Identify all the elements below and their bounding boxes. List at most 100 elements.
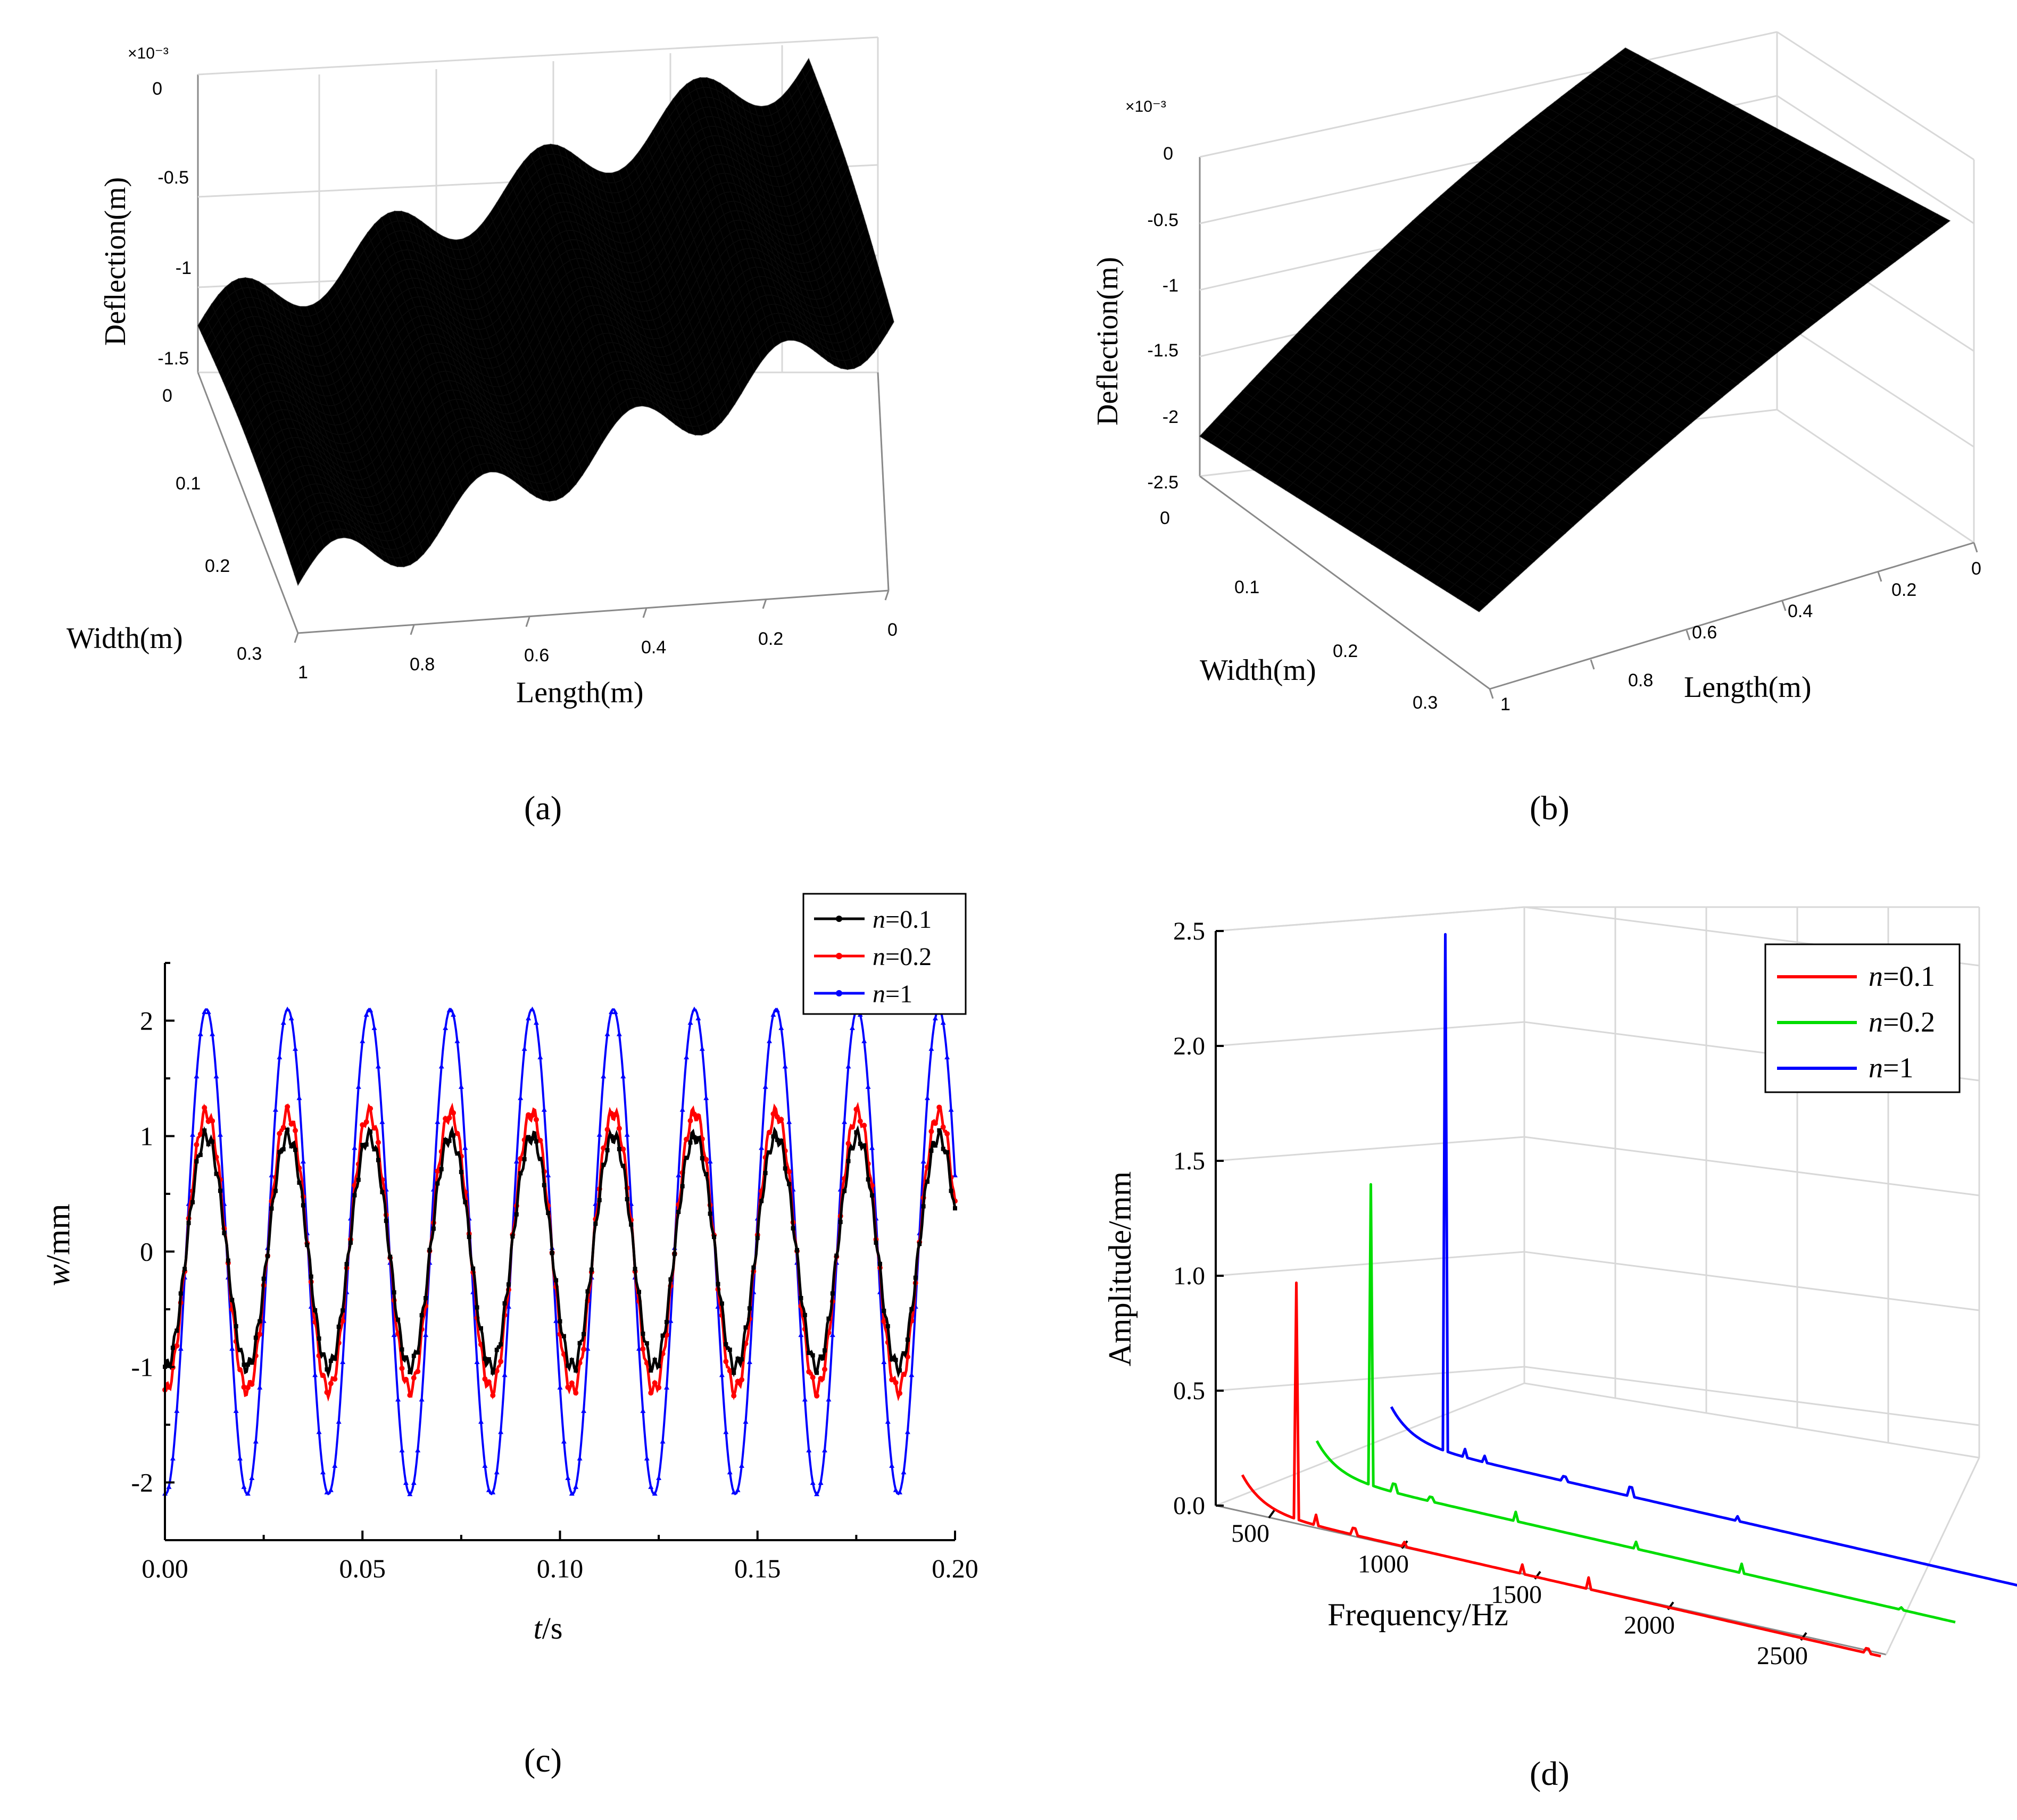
marker-triangle	[925, 1095, 931, 1100]
panel-b-ytick: 0	[1160, 508, 1170, 528]
marker-square	[273, 1189, 278, 1193]
marker-square	[657, 1364, 661, 1368]
marker-diamond	[849, 1124, 855, 1130]
panel-a-zlabel: Deflection(m)	[99, 177, 132, 346]
marker-triangle	[774, 1007, 780, 1012]
marker-diamond	[573, 1390, 579, 1396]
marker-diamond	[537, 1137, 543, 1143]
marker-triangle	[217, 1132, 223, 1137]
panel-a-ytick: 0.3	[237, 644, 262, 664]
marker-square	[652, 1358, 657, 1362]
panel-d-xtick: 2000	[1624, 1611, 1675, 1640]
panel-d-ytick: 2.5	[1173, 917, 1205, 945]
marker-triangle	[233, 1408, 239, 1413]
marker-square	[909, 1307, 914, 1311]
legend-c-n1-val: =1	[885, 980, 912, 1008]
marker-triangle	[849, 1025, 855, 1030]
marker-square	[447, 1138, 452, 1143]
marker-square	[285, 1127, 290, 1132]
panel-a-ztick: 0	[152, 79, 162, 99]
marker-triangle	[818, 1480, 824, 1485]
panel-d-xtick: 1000	[1358, 1550, 1409, 1578]
marker-triangle	[640, 1408, 646, 1413]
marker-square	[530, 1136, 535, 1141]
marker-square	[167, 1362, 171, 1367]
marker-diamond	[901, 1372, 907, 1377]
marker-square	[949, 1189, 953, 1193]
marker-triangle	[446, 1007, 452, 1012]
marker-triangle	[636, 1345, 642, 1351]
marker-diamond	[332, 1376, 338, 1382]
panel-a-ztick: -0.5	[157, 168, 189, 188]
marker-triangle	[435, 1119, 441, 1124]
marker-square	[846, 1159, 851, 1164]
legend-c-n1-var: n	[873, 980, 885, 1008]
panel-a-ylabel: Width(m)	[67, 622, 183, 655]
marker-triangle	[320, 1469, 326, 1475]
marker-triangle	[486, 1487, 492, 1492]
marker-diamond	[936, 1104, 942, 1110]
marker-triangle	[166, 1484, 172, 1489]
marker-triangle	[865, 1084, 871, 1089]
marker-triangle	[565, 1475, 571, 1481]
marker-square	[929, 1148, 934, 1153]
marker-triangle	[743, 1419, 749, 1424]
marker-square	[416, 1350, 420, 1355]
marker-triangle	[403, 1480, 409, 1485]
panel-d-xticklabels: 500 1000 1500 2000 2500	[1231, 1519, 1808, 1670]
grid-line	[1524, 1136, 1980, 1196]
marker-square	[305, 1243, 310, 1248]
legend-c-n02: n=0.2	[873, 943, 932, 971]
marker-triangle	[676, 1173, 682, 1178]
marker-diamond	[403, 1376, 409, 1382]
marker-triangle	[684, 1054, 690, 1060]
panel-c-ytick: 1	[140, 1121, 153, 1151]
panel-b-xtick: 0.6	[1692, 622, 1717, 643]
marker-square	[396, 1317, 401, 1322]
marker-triangle	[759, 1145, 765, 1150]
box-line	[1489, 542, 1974, 690]
marker-square	[258, 1319, 262, 1324]
panel-c-xtick: 0.10	[537, 1553, 584, 1583]
marker-diamond	[443, 1116, 449, 1121]
marker-triangle	[458, 1084, 464, 1089]
marker-square	[866, 1177, 870, 1182]
marker-square	[238, 1348, 243, 1352]
panel-d-legend: n=0.1 n=0.2 n=1	[1764, 943, 1961, 1093]
panel-d-ytick: 1.0	[1173, 1262, 1205, 1290]
marker-diamond	[210, 1118, 215, 1124]
marker-square	[341, 1308, 345, 1313]
marker-triangle	[893, 1487, 899, 1492]
marker-square	[459, 1169, 463, 1174]
marker-diamond	[928, 1128, 934, 1134]
marker-triangle	[462, 1145, 468, 1150]
marker-diamond	[565, 1384, 571, 1390]
marker-square	[830, 1291, 835, 1296]
marker-square	[747, 1306, 752, 1311]
marker-square	[945, 1150, 950, 1154]
marker-triangle	[363, 1012, 369, 1017]
panel-b-xtick: 0.8	[1628, 670, 1653, 691]
panel-b-ztick: -2.5	[1147, 472, 1178, 493]
marker-diamond	[454, 1131, 460, 1136]
marker-triangle	[194, 1073, 200, 1078]
marker-diamond	[237, 1367, 243, 1373]
marker-square	[605, 1148, 610, 1153]
marker-triangle	[379, 1119, 385, 1124]
panel-b-ztick: -1	[1163, 276, 1178, 296]
frame-line	[1524, 1382, 1980, 1459]
marker-square	[451, 1133, 456, 1138]
marker-triangle	[663, 1384, 669, 1390]
marker-diamond	[280, 1125, 286, 1131]
marker-triangle	[660, 1439, 666, 1444]
panel-d-ylabel: Amplitude/mm	[1102, 1171, 1138, 1367]
panel-a-ztick: -1	[176, 258, 192, 278]
marker-triangle	[521, 1046, 527, 1051]
marker-triangle	[229, 1345, 235, 1351]
marker-triangle	[210, 1031, 215, 1036]
marker-diamond	[695, 1113, 701, 1119]
marker-diamond	[245, 1385, 251, 1391]
tick	[1686, 630, 1691, 641]
marker-triangle	[810, 1480, 816, 1485]
